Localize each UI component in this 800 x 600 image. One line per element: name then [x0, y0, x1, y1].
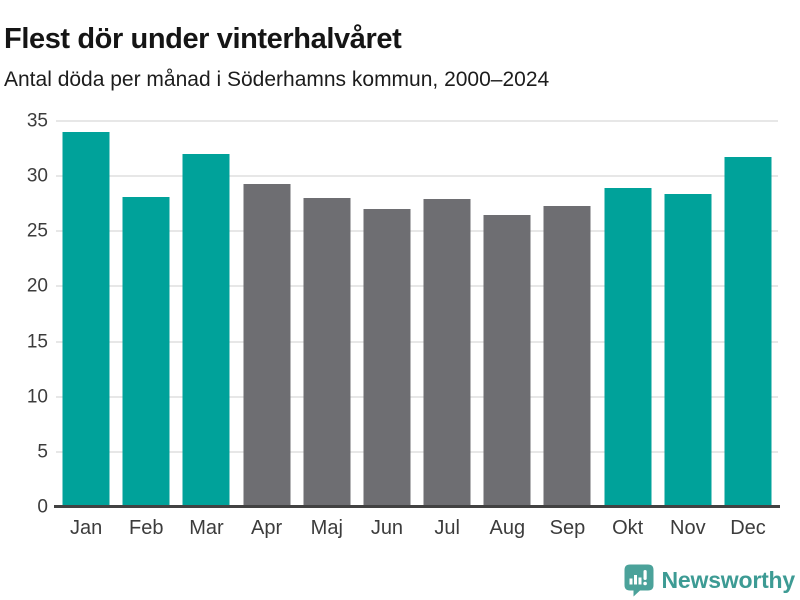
- gridline-30: [56, 175, 778, 178]
- gridline-10: [56, 395, 778, 398]
- x-tick-label-jul: Jul: [434, 517, 460, 539]
- y-axis: 0 5 10 15 20 25 30 35: [0, 0, 48, 600]
- x-tick-label-maj: Maj: [310, 517, 343, 539]
- bar-slot-maj: [297, 121, 357, 507]
- gridline-20: [56, 285, 778, 288]
- bar-jan: [62, 132, 110, 507]
- gridline-25: [56, 230, 778, 233]
- x-tick-label-nov: Nov: [670, 517, 706, 539]
- bar-maj: [303, 198, 351, 507]
- x-tick-label-mar: Mar: [189, 517, 224, 539]
- bar-slot-mar: [176, 121, 236, 507]
- x-axis-baseline: [54, 505, 780, 508]
- x-tick-label-apr: Apr: [251, 517, 283, 539]
- bar-aug: [483, 214, 531, 507]
- newsworthy-wordmark: Newsworthy: [661, 566, 796, 593]
- bar-jul: [423, 199, 471, 507]
- bar-slot-nov: [658, 121, 718, 507]
- bar-slot-jul: [417, 121, 477, 507]
- chart-subtitle: Antal döda per månad i Söderhamns kommun…: [4, 68, 550, 91]
- newsworthy-brand-footer: Newsworthy: [624, 563, 795, 597]
- x-tick-label-okt: Okt: [612, 517, 644, 539]
- bars: [56, 121, 778, 507]
- bar-slot-jan: [56, 121, 116, 507]
- x-tick-label-aug: Aug: [489, 517, 526, 539]
- bar-feb: [122, 197, 170, 507]
- bar-apr: [243, 183, 291, 507]
- bar-slot-dec: [718, 121, 778, 507]
- bar-nov: [664, 193, 712, 507]
- y-tick-label-5: 5: [37, 441, 48, 463]
- y-tick-label-15: 15: [26, 331, 48, 353]
- gridline-35: [56, 120, 778, 122]
- newsworthy-logo-icon: [624, 564, 654, 597]
- bar-slot-apr: [237, 121, 297, 507]
- bar-dec: [724, 157, 772, 507]
- bar-jun: [363, 209, 411, 507]
- bar-slot-jun: [357, 121, 417, 507]
- x-tick-label-sep: Sep: [549, 517, 586, 539]
- bar-okt: [604, 188, 652, 507]
- y-tick-label-10: 10: [26, 386, 48, 408]
- y-tick-label-0: 0: [37, 496, 48, 518]
- y-tick-label-20: 20: [26, 275, 48, 297]
- gridline-15: [56, 340, 778, 343]
- x-tick-label-dec: Dec: [730, 517, 766, 539]
- bar-slot-okt: [598, 121, 658, 507]
- bar-slot-aug: [477, 121, 537, 507]
- x-tick-label-feb: Feb: [129, 517, 164, 539]
- bar-mar: [182, 154, 230, 507]
- y-tick-label-30: 30: [26, 165, 48, 187]
- x-axis: Jan Feb Mar Apr Maj Jun Jul Aug Sep Okt Nov Dec: [56, 515, 778, 541]
- bar-slot-sep: [537, 121, 597, 507]
- chart-title: Flest dör under vinterhalvåret: [4, 23, 402, 56]
- y-tick-label-35: 35: [26, 110, 48, 132]
- gridline-5: [56, 450, 778, 453]
- y-tick-label-25: 25: [26, 220, 48, 242]
- bar-slot-feb: [116, 121, 176, 507]
- x-tick-label-jan: Jan: [69, 517, 103, 539]
- bar-sep: [543, 205, 591, 507]
- x-tick-label-jun: Jun: [370, 517, 404, 539]
